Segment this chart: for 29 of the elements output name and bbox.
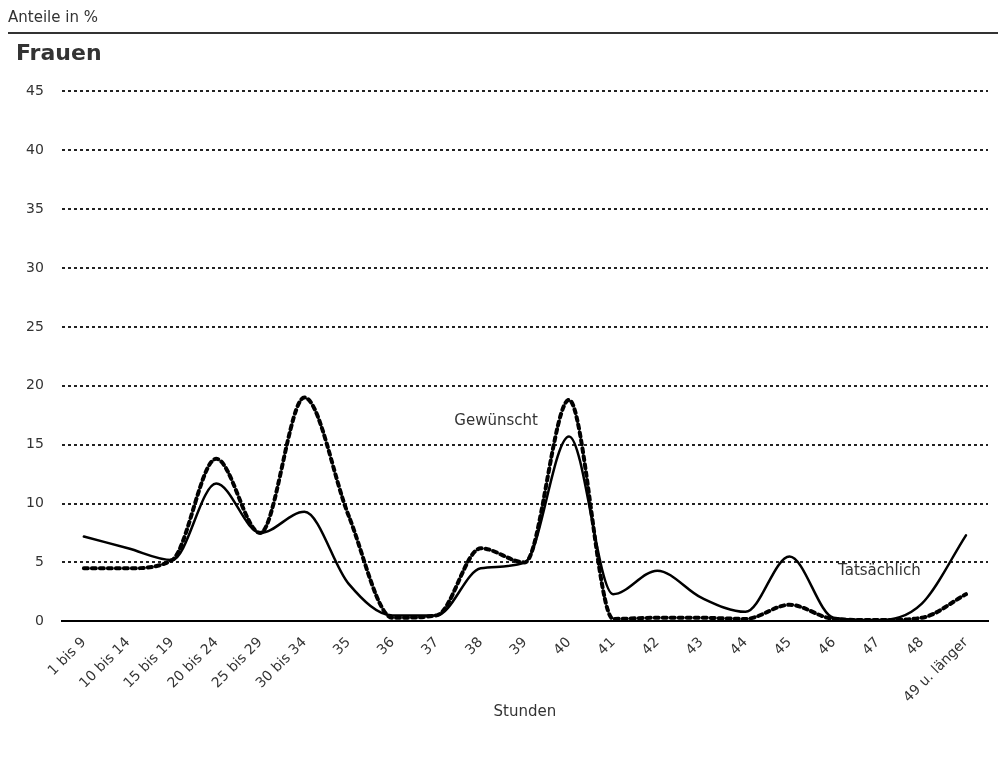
x-tick-label: 37	[417, 633, 442, 658]
y-tick-label: 45	[25, 82, 44, 99]
y-tick-label: 25	[25, 317, 44, 334]
series-label: Tatsächlich	[837, 560, 921, 579]
x-tick-label: 45	[770, 633, 795, 658]
x-axis-title: Stunden	[493, 701, 557, 720]
x-tick-label: 40	[549, 633, 574, 658]
x-tick-label: 43	[682, 633, 707, 658]
x-tick-label: 38	[461, 633, 486, 658]
x-tick-label: 36	[373, 633, 398, 658]
x-tick-label: 46	[814, 633, 839, 658]
y-tick-label: 20	[25, 376, 44, 393]
y-tick-label: 40	[25, 140, 44, 157]
x-tick-label: 47	[858, 633, 883, 658]
series-label: Gewünscht	[454, 410, 539, 429]
y-tick-label: 15	[25, 435, 44, 452]
y-tick-label: 0	[34, 611, 44, 628]
y-tick-label: 10	[25, 494, 44, 511]
x-tick-label: 41	[593, 633, 618, 658]
x-tick-label: 39	[505, 633, 530, 658]
x-tick-label: 44	[726, 633, 751, 658]
y-axis-title: Anteile in %	[8, 8, 998, 34]
y-tick-label: 5	[34, 553, 44, 570]
chart-title: Frauen	[16, 40, 103, 65]
x-tick-label: 48	[902, 633, 927, 658]
y-tick-label: 30	[25, 258, 44, 275]
y-tick-label: 35	[25, 199, 44, 216]
x-tick-label: 42	[637, 633, 662, 658]
x-tick-label: 35	[329, 633, 354, 658]
